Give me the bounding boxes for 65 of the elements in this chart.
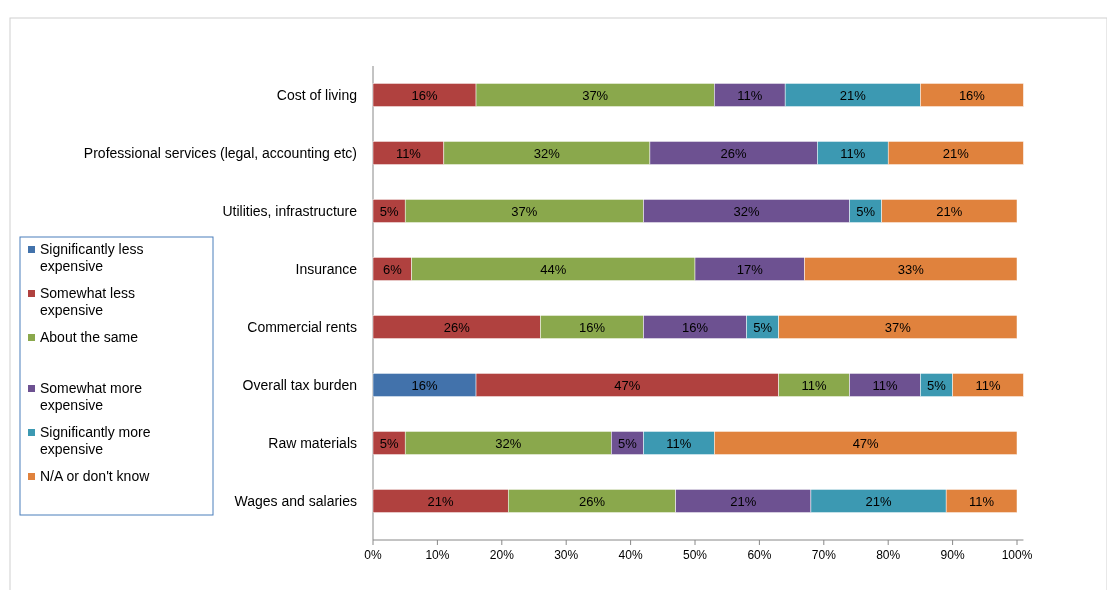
x-tick-label: 100% (1001, 548, 1033, 562)
data-label: 26% (578, 494, 606, 509)
data-label: 5% (379, 204, 399, 219)
legend-label: Somewhat less expensive (40, 285, 135, 318)
legend-label: About the same (40, 329, 139, 345)
data-label: 47% (852, 436, 880, 451)
data-label: 11% (969, 494, 995, 509)
data-label: 21% (936, 204, 963, 219)
data-label: 6% (382, 262, 403, 277)
data-label: 17% (736, 262, 764, 277)
y-tick-label: Insurance (295, 261, 358, 277)
data-label: 11% (975, 378, 1001, 393)
data-label: 26% (443, 320, 471, 335)
data-label: 21% (942, 146, 970, 161)
data-label: 32% (495, 436, 522, 451)
data-label: 26% (720, 146, 748, 161)
data-label: 37% (511, 204, 538, 219)
data-label: 33% (897, 262, 925, 277)
data-label: 11% (666, 436, 692, 451)
x-tick-label: 10% (425, 548, 450, 562)
data-label: 5% (856, 204, 876, 219)
x-tick-label: 60% (747, 548, 772, 562)
y-tick-label: Commercial rents (247, 319, 357, 335)
data-label: 21% (427, 494, 455, 509)
data-label: 5% (927, 378, 947, 393)
y-tick-label: Utilities, infrastructure (222, 203, 358, 219)
data-label: 16% (411, 378, 438, 393)
legend-label: N/A or don't know (40, 468, 151, 484)
data-label: 5% (753, 320, 773, 335)
data-label: 21% (839, 88, 867, 103)
data-label: 37% (884, 320, 912, 335)
data-label: 11% (395, 146, 422, 161)
data-label: 16% (681, 320, 709, 335)
x-tick-label: 0% (364, 548, 382, 562)
data-label: 16% (578, 320, 606, 335)
data-label: 11% (872, 378, 898, 393)
y-tick-label: Wages and salaries (234, 493, 357, 509)
data-label: 37% (582, 88, 609, 103)
data-label: 5% (379, 436, 399, 451)
data-label: 5% (617, 436, 638, 451)
y-tick-label: Professional services (legal, accounting etc) (83, 145, 357, 161)
x-tick-label: 50% (682, 548, 708, 562)
x-tick-label: 70% (811, 548, 837, 562)
x-tick-label: 80% (876, 548, 901, 562)
legend-label: Somewhat more expensive (40, 380, 143, 413)
y-tick-label: Raw materials (268, 435, 357, 451)
data-label: 16% (958, 88, 986, 103)
x-tick-label: 30% (554, 548, 579, 562)
data-label: 21% (865, 494, 892, 509)
x-tick-label: 90% (940, 548, 965, 562)
data-label: 47% (614, 378, 641, 393)
legend-label: Significantly less expensive (40, 241, 144, 274)
y-tick-label: Overall tax burden (242, 377, 357, 393)
x-tick-label: 20% (489, 548, 515, 562)
y-tick-label: Cost of living (276, 87, 357, 103)
x-tick-label: 40% (618, 548, 643, 562)
data-label: 21% (730, 494, 757, 509)
data-label: 11% (840, 146, 866, 161)
data-label: 16% (411, 88, 438, 103)
data-label: 44% (540, 262, 567, 277)
data-label: 11% (801, 378, 828, 393)
data-label: 32% (533, 146, 561, 161)
data-label: 11% (737, 88, 763, 103)
legend-label: Significantly more expensive (40, 424, 151, 457)
data-label: 32% (733, 204, 760, 219)
